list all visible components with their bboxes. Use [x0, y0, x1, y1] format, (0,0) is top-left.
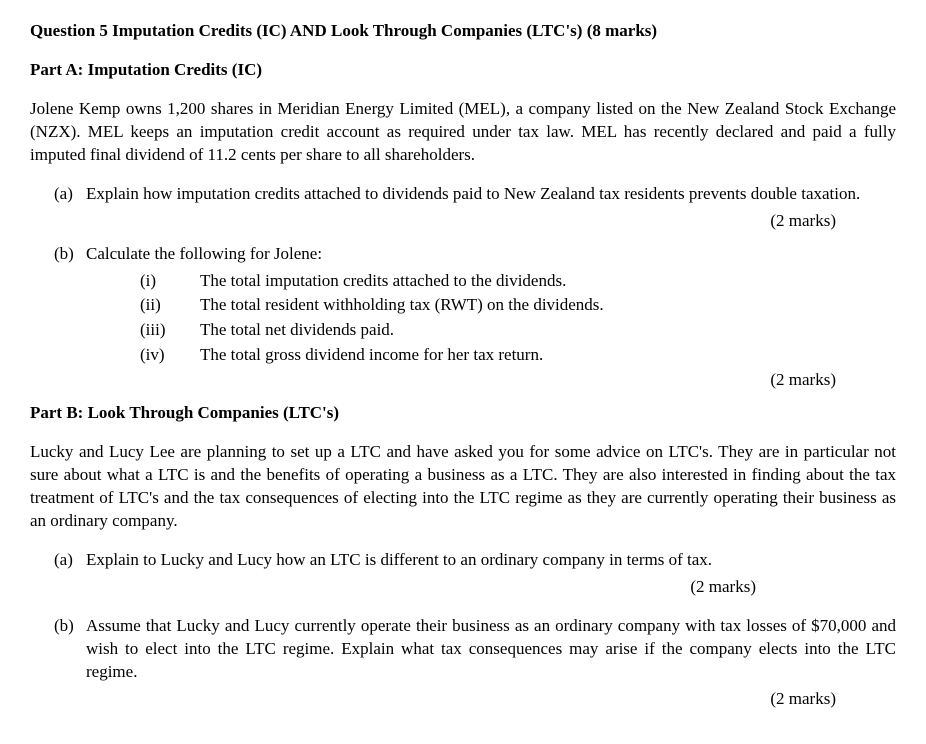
roman-label: (iv): [140, 344, 200, 367]
sub-label: (b): [54, 615, 86, 684]
roman-item: (i) The total imputation credits attache…: [140, 270, 896, 293]
sub-label: (a): [54, 183, 86, 206]
sub-text: Assume that Lucky and Lucy currently ope…: [86, 615, 896, 684]
roman-list: (i) The total imputation credits attache…: [30, 270, 896, 368]
part-a-sub-b: (b) Calculate the following for Jolene:: [30, 243, 896, 266]
roman-label: (ii): [140, 294, 200, 317]
marks-b-a: (2 marks): [30, 576, 896, 599]
marks-a-b: (2 marks): [30, 369, 896, 392]
part-b-sub-b: (b) Assume that Lucky and Lucy currently…: [30, 615, 896, 684]
roman-text: The total imputation credits attached to…: [200, 270, 896, 293]
question-title: Question 5 Imputation Credits (IC) AND L…: [30, 20, 896, 43]
sub-label: (b): [54, 243, 86, 266]
sub-label: (a): [54, 549, 86, 572]
part-b-intro: Lucky and Lucy Lee are planning to set u…: [30, 441, 896, 533]
marks-a-a: (2 marks): [30, 210, 896, 233]
sub-text: Explain to Lucky and Lucy how an LTC is …: [86, 549, 896, 572]
roman-text: The total resident withholding tax (RWT)…: [200, 294, 896, 317]
roman-label: (iii): [140, 319, 200, 342]
roman-label: (i): [140, 270, 200, 293]
part-a-heading: Part A: Imputation Credits (IC): [30, 59, 896, 82]
part-b-heading: Part B: Look Through Companies (LTC's): [30, 402, 896, 425]
sub-text: Explain how imputation credits attached …: [86, 183, 896, 206]
roman-item: (iii) The total net dividends paid.: [140, 319, 896, 342]
roman-text: The total gross dividend income for her …: [200, 344, 896, 367]
part-a-sub-a: (a) Explain how imputation credits attac…: [30, 183, 896, 206]
part-a-intro: Jolene Kemp owns 1,200 shares in Meridia…: [30, 98, 896, 167]
marks-b-b: (2 marks): [30, 688, 896, 711]
roman-item: (ii) The total resident withholding tax …: [140, 294, 896, 317]
roman-item: (iv) The total gross dividend income for…: [140, 344, 896, 367]
sub-text: Calculate the following for Jolene:: [86, 243, 896, 266]
roman-text: The total net dividends paid.: [200, 319, 896, 342]
part-b-sub-a: (a) Explain to Lucky and Lucy how an LTC…: [30, 549, 896, 572]
